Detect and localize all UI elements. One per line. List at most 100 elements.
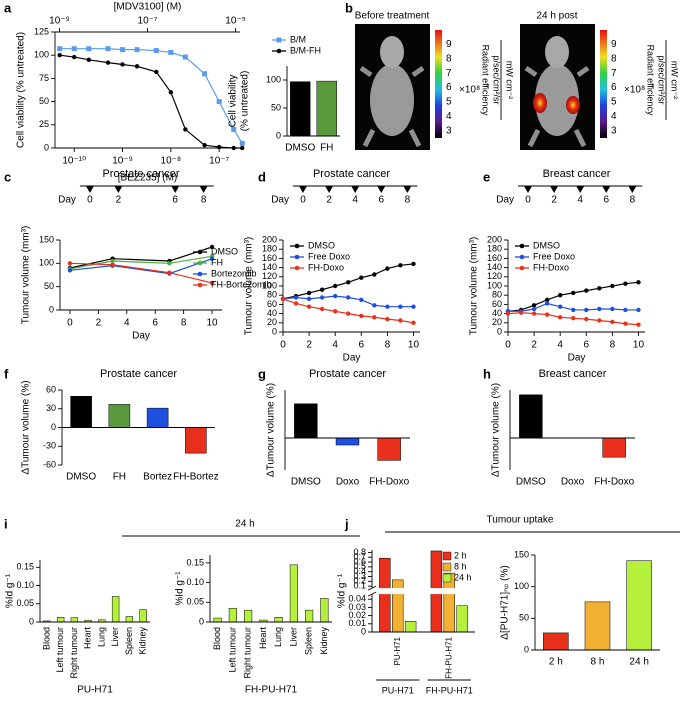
bar xyxy=(185,427,207,454)
axis-break xyxy=(366,588,477,595)
x-tick-label: 6 xyxy=(584,340,590,351)
legend-marker xyxy=(276,37,282,43)
schedule-day: 0 xyxy=(300,195,306,206)
dose-marker xyxy=(602,186,611,193)
y-tick-label: 0 xyxy=(44,142,49,152)
marker xyxy=(623,281,628,286)
colorbar-tick: 8 xyxy=(446,53,452,64)
x-tick-label: 6 xyxy=(152,318,158,329)
y-tick-label: 50 xyxy=(519,613,529,623)
y-tick-label: 150 xyxy=(514,549,529,559)
tumour-signal xyxy=(533,93,547,113)
x-tick-label: 0 xyxy=(280,340,286,351)
colorbar-label: Radiant efficiency xyxy=(646,45,656,116)
marker xyxy=(372,315,377,320)
marker xyxy=(71,46,77,52)
y-tick-label: 0.05 xyxy=(16,598,34,608)
panel-letter: i xyxy=(4,516,8,531)
y-axis-label: %Id g⁻¹ xyxy=(175,571,186,606)
mouse-legs xyxy=(524,65,590,148)
schedule-day: 6 xyxy=(172,195,178,206)
mouse-body xyxy=(535,64,579,136)
x-tick-label: 2 xyxy=(531,340,537,351)
schedule-day: 2 xyxy=(551,195,557,206)
y-tick-label: 20 xyxy=(267,317,277,327)
x-tick-label: DMSO xyxy=(66,472,96,483)
chart-title: Breast cancer xyxy=(539,368,607,380)
x-axis-label: PU-H71 xyxy=(77,685,113,696)
schedule-day: 2 xyxy=(326,195,332,206)
x-tick-label: FH-Doxo xyxy=(594,477,634,488)
x-tick-label: DMSO xyxy=(285,143,315,154)
marker xyxy=(306,304,312,309)
marker xyxy=(411,261,416,267)
y-tick-label: 100 xyxy=(487,280,502,290)
chart-title: Breast cancer xyxy=(543,168,611,180)
x-tick-label: Bortez xyxy=(143,472,172,483)
colorbar-label: p/sec/cm²/sr xyxy=(657,55,667,104)
bar xyxy=(379,557,391,633)
colorbar-scale: ×10⁸ xyxy=(624,85,645,96)
y-tick-label: 75 xyxy=(39,73,49,83)
marker xyxy=(110,258,115,264)
x-tick-label: 8 h xyxy=(591,657,605,668)
dose-marker xyxy=(576,186,585,193)
y-tick-label: 40 xyxy=(267,308,277,318)
x-tick-label: PU-H71 xyxy=(393,636,402,665)
dose-marker xyxy=(299,186,307,193)
marker xyxy=(182,54,188,60)
colorbar xyxy=(600,30,607,138)
schedule-label: Day xyxy=(496,195,514,206)
y-tick-label: 0.4 xyxy=(353,566,366,576)
y-tick-label: 0.02 xyxy=(348,610,366,620)
x2-tick-label: 10⁻⁵ xyxy=(225,16,246,27)
y-tick-label: 60 xyxy=(492,299,502,309)
colorbar-tick: 9 xyxy=(611,39,617,50)
legend-marker xyxy=(519,243,525,249)
marker xyxy=(557,293,563,298)
marker xyxy=(636,307,641,313)
bar xyxy=(294,403,318,439)
x2-axis-label: [MDV3100] (M) xyxy=(114,2,182,13)
legend-label: DMSO xyxy=(308,240,335,250)
legend-label: Free Doxo xyxy=(308,251,350,261)
y-tick-label: 0 xyxy=(49,304,54,314)
x-tick-label: Lung xyxy=(96,627,106,647)
panel-letter: f xyxy=(4,366,9,381)
y-tick-label: 160 xyxy=(262,253,277,263)
colorbar-tick: 7 xyxy=(611,68,617,79)
mouse-body xyxy=(370,64,414,136)
y-tick-label: 0 xyxy=(29,616,34,626)
marker xyxy=(359,275,364,280)
marker xyxy=(231,126,237,132)
x-tick-label: FH-PU-H71 xyxy=(444,636,453,678)
series-line xyxy=(69,255,213,270)
x-tick-label: 4 xyxy=(332,340,338,351)
schedule-day: 8 xyxy=(405,195,411,206)
panel-letter: b xyxy=(345,0,353,15)
x-tick-label: 10⁻⁷ xyxy=(209,156,229,167)
y-axis-label: ΔTumour volume (%) xyxy=(266,383,277,477)
marker xyxy=(385,266,390,271)
colorbar-label: Radiant efficiency xyxy=(481,45,491,116)
series-line xyxy=(59,54,243,149)
marker xyxy=(597,318,602,323)
x2-tick-label: 10⁻⁹ xyxy=(49,16,70,27)
bar xyxy=(602,437,626,458)
colorbar xyxy=(435,30,442,138)
marker xyxy=(183,127,188,132)
marker xyxy=(411,304,416,309)
schedule-day: 8 xyxy=(201,195,207,206)
bar xyxy=(377,437,401,461)
x-axis-label: Day xyxy=(343,353,361,364)
dose-marker xyxy=(85,186,94,193)
marker xyxy=(202,143,207,148)
marker xyxy=(610,319,615,325)
x-tick-label: Spleen xyxy=(124,627,134,655)
y-tick-label: -60 xyxy=(43,459,56,469)
y-axis-label: ΔTumour volume (%) xyxy=(491,383,502,477)
x-tick-label: Blood xyxy=(212,627,222,650)
bar xyxy=(519,394,543,439)
marker xyxy=(67,268,73,273)
panel-letter: g xyxy=(258,366,266,381)
